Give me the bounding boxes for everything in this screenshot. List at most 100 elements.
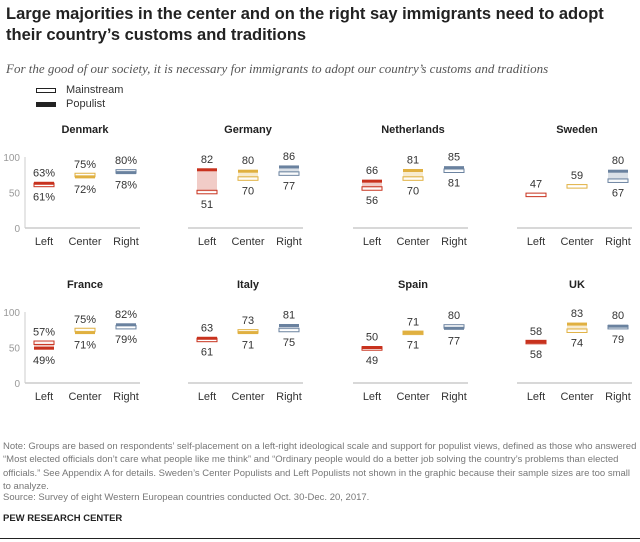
mainstream-mark bbox=[361, 186, 383, 191]
data-label-low: 56 bbox=[366, 195, 378, 207]
x-tick-label: Right bbox=[113, 236, 139, 248]
panel-title: UK bbox=[569, 279, 585, 291]
x-tick-label: Center bbox=[231, 391, 264, 403]
data-label-low: 58 bbox=[530, 349, 542, 361]
mainstream-mark bbox=[607, 178, 629, 183]
data-label-high: 66 bbox=[366, 165, 378, 177]
populist-mark bbox=[403, 331, 423, 335]
x-tick-label: Center bbox=[396, 236, 429, 248]
x-tick-label: Left bbox=[527, 391, 545, 403]
data-label-high: 71 bbox=[407, 317, 419, 329]
populist-mark bbox=[362, 179, 382, 183]
populist-mark bbox=[608, 324, 628, 328]
x-tick-label: Left bbox=[363, 391, 381, 403]
x-tick-label: Center bbox=[68, 391, 101, 403]
x-tick-label: Right bbox=[276, 391, 302, 403]
mainstream-mark bbox=[566, 328, 588, 333]
data-label-high: 85 bbox=[448, 152, 460, 164]
range-band bbox=[197, 169, 217, 192]
data-label-low: 71 bbox=[242, 340, 254, 352]
data-label-low: 75 bbox=[283, 337, 295, 349]
data-label-low: 78% bbox=[115, 180, 137, 192]
x-tick-label: Right bbox=[113, 391, 139, 403]
y-tick-label: 100 bbox=[3, 308, 20, 319]
data-label-high: 47 bbox=[530, 179, 542, 191]
populist-mark bbox=[197, 168, 217, 172]
populist-mark bbox=[279, 323, 299, 327]
data-label-low: 61% bbox=[33, 192, 55, 204]
range-band bbox=[279, 166, 299, 174]
populist-mark bbox=[75, 175, 95, 179]
y-tick-label: 0 bbox=[14, 224, 20, 235]
data-label-low: 81 bbox=[448, 177, 460, 189]
populist-mark bbox=[116, 171, 136, 175]
legend-mainstream: Mainstream bbox=[36, 84, 123, 96]
data-label-high: 58 bbox=[530, 326, 542, 338]
data-label-low: 70 bbox=[242, 185, 254, 197]
mainstream-mark bbox=[566, 184, 588, 189]
mainstream-swatch-icon bbox=[36, 87, 56, 93]
mainstream-mark bbox=[443, 168, 465, 173]
data-label-high: 63 bbox=[201, 322, 213, 334]
data-label-low: 77 bbox=[448, 335, 460, 347]
legend-populist-label: Populist bbox=[66, 98, 106, 110]
populist-mark bbox=[403, 168, 423, 172]
y-tick-label: 50 bbox=[9, 189, 21, 200]
x-tick-label: Right bbox=[605, 391, 631, 403]
chart-subtitle: For the good of our society, it is neces… bbox=[6, 61, 549, 76]
panel-title: France bbox=[67, 279, 103, 291]
data-label-low: 79 bbox=[612, 334, 624, 346]
data-label-high: 80 bbox=[448, 310, 460, 322]
data-label-high: 73 bbox=[242, 315, 254, 327]
panel-title: Sweden bbox=[556, 124, 598, 136]
data-label-low: 77 bbox=[283, 180, 295, 192]
data-label-high: 82% bbox=[115, 309, 137, 321]
data-label-low: 67 bbox=[612, 187, 624, 199]
populist-mark bbox=[526, 340, 546, 344]
y-tick-label: 0 bbox=[14, 379, 20, 390]
data-label-high: 80 bbox=[612, 310, 624, 322]
data-label-low: 72% bbox=[74, 184, 96, 196]
data-label-high: 57% bbox=[33, 327, 55, 339]
range-band bbox=[34, 342, 54, 349]
data-label-high: 81 bbox=[283, 309, 295, 321]
x-tick-label: Left bbox=[363, 236, 381, 248]
legend-populist: Populist bbox=[36, 98, 105, 110]
x-tick-label: Right bbox=[441, 236, 467, 248]
populist-mark bbox=[567, 322, 587, 326]
x-tick-label: Left bbox=[35, 236, 53, 248]
data-label-high: 82 bbox=[201, 154, 213, 166]
x-tick-label: Left bbox=[527, 236, 545, 248]
range-band bbox=[279, 325, 299, 330]
legend-mainstream-label: Mainstream bbox=[66, 84, 124, 96]
data-label-high: 75% bbox=[74, 159, 96, 171]
divider bbox=[0, 538, 640, 539]
data-label-low: 70 bbox=[407, 185, 419, 197]
data-label-low: 49% bbox=[33, 355, 55, 367]
data-label-high: 83 bbox=[571, 308, 583, 320]
chart-title: Large majorities in the center and on th… bbox=[6, 5, 604, 44]
y-tick-label: 50 bbox=[9, 344, 21, 355]
populist-mark bbox=[34, 181, 54, 185]
range-band bbox=[238, 171, 258, 179]
range-band bbox=[567, 324, 587, 331]
panel-title: Italy bbox=[237, 279, 260, 291]
data-label-high: 80% bbox=[115, 155, 137, 167]
mainstream-mark bbox=[33, 340, 55, 346]
populist-mark bbox=[279, 165, 299, 169]
x-tick-label: Center bbox=[560, 236, 593, 248]
x-tick-label: Right bbox=[605, 236, 631, 248]
data-label-high: 75% bbox=[74, 314, 96, 326]
mainstream-mark bbox=[402, 176, 424, 181]
y-tick-label: 100 bbox=[3, 153, 20, 164]
populist-swatch-icon bbox=[36, 101, 56, 107]
data-label-high: 80 bbox=[242, 155, 254, 167]
populist-mark bbox=[444, 166, 464, 170]
mainstream-mark bbox=[278, 171, 300, 176]
x-tick-label: Right bbox=[441, 391, 467, 403]
populist-mark bbox=[34, 346, 54, 350]
populist-mark bbox=[238, 169, 258, 173]
data-label-low: 71% bbox=[74, 340, 96, 352]
chart: Denmark 0 50 100 Left 63% 61% Center 75% 72% Right… bbox=[3, 124, 632, 403]
x-tick-label: Right bbox=[276, 236, 302, 248]
